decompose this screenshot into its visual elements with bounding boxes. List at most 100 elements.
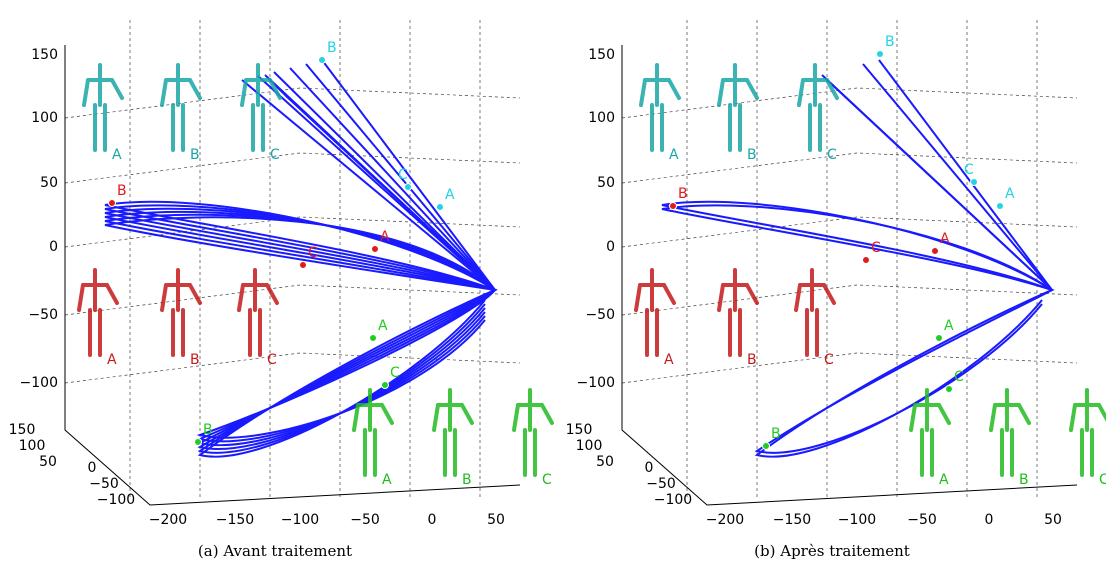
cyan-point-label: C [398,167,408,183]
z-tick-label: −100 [20,375,58,391]
red-point [108,199,116,207]
cyan-point-label: B [327,40,337,56]
cyan-figure [639,63,681,152]
z-tick-label: 0 [49,239,58,255]
cyan-figure-label: A [669,147,679,163]
cyan-point-label: B [885,34,895,50]
cyan-point-label: A [445,187,455,203]
y-tick-label: 50 [596,454,614,470]
cyan-figure [797,63,839,152]
red-figure-label: A [664,352,674,368]
red-point-label: A [940,231,950,247]
green-point [381,381,389,389]
y-tick-label: −100 [654,492,692,508]
red-point [371,245,379,253]
caption: (a) Avant traitement [198,542,352,560]
y-tick-label: −50 [646,476,676,492]
z-tick-label: 100 [31,110,58,126]
x-tick-label: −200 [149,512,187,528]
cyan-figure-label: C [827,147,837,163]
z-tick-label: 150 [31,47,58,63]
caption: (b) Après traitement [754,542,910,560]
x-tick-label: −50 [907,512,937,528]
green-figure [432,388,474,477]
x-tick-label: −200 [706,512,744,528]
green-point-label: B [771,426,781,442]
y-tick-label: −50 [89,476,119,492]
green-point [935,334,943,342]
cyan-figure-label: B [190,147,200,163]
green-figure-label: B [1019,472,1029,488]
red-figure [77,268,119,357]
y-tick-label: 0 [88,460,97,476]
trajectory [821,59,1053,291]
red-figure [160,268,202,357]
z-tick-label: 50 [40,175,58,191]
x-tick-label: 50 [487,512,505,528]
cyan-figure [82,63,124,152]
x-tick-label: 0 [985,512,994,528]
red-figure [717,268,759,357]
red-figure-label: C [824,352,834,368]
green-figure [989,388,1031,477]
axes [621,45,1078,506]
trajectory [661,204,1055,454]
red-point-label: C [871,240,881,256]
z-tick-label: 150 [588,47,615,63]
red-point [931,247,939,255]
y-tick-label: 100 [19,438,46,454]
grid [621,20,1078,500]
red-figure [237,268,279,357]
y-tick-label: 50 [39,454,57,470]
red-point-label: C [308,245,318,261]
x-tick-label: −150 [216,512,254,528]
red-figure-label: C [267,352,277,368]
trajectory [825,63,1053,291]
cyan-figure-label: B [747,147,757,163]
green-point [945,385,953,393]
green-figure [512,388,554,477]
red-figure [794,268,836,357]
x-tick-label: 50 [1044,512,1062,528]
cyan-point-label: C [964,162,974,178]
cyan-point [436,203,444,211]
green-point-label: C [390,365,400,381]
green-figure-label: C [542,472,552,488]
y-tick-label: 100 [576,438,603,454]
red-point-label: A [380,229,390,245]
red-figure-label: B [190,352,200,368]
red-figure [634,268,676,357]
cyan-point [996,202,1004,210]
green-point-label: B [203,422,213,438]
y-tick-label: 150 [566,422,593,438]
trajectory [104,216,497,439]
green-figure-label: B [462,472,472,488]
cyan-point [404,183,412,191]
cyan-point-label: A [1005,186,1015,202]
y-tick-label: 150 [9,422,36,438]
x-tick-label: −150 [773,512,811,528]
red-figure-label: B [747,352,757,368]
y-tick-label: −100 [97,492,135,508]
red-point [669,202,677,210]
green-figure [1069,388,1106,477]
trajectory [241,79,496,291]
green-point-label: C [954,369,964,385]
axes [64,45,521,506]
green-point-label: A [944,318,954,334]
green-point [369,334,377,342]
cyan-figure-label: C [270,147,280,163]
x-tick-label: −50 [350,512,380,528]
x-tick-label: −100 [281,512,319,528]
green-point [762,442,770,450]
z-tick-label: 50 [597,175,615,191]
green-figure-label: A [939,472,949,488]
green-figure [909,388,951,477]
z-tick-label: −50 [28,307,58,323]
green-figure-label: C [1099,472,1106,488]
green-figure-label: A [382,472,392,488]
cyan-figure [240,63,282,152]
red-point [299,261,307,269]
